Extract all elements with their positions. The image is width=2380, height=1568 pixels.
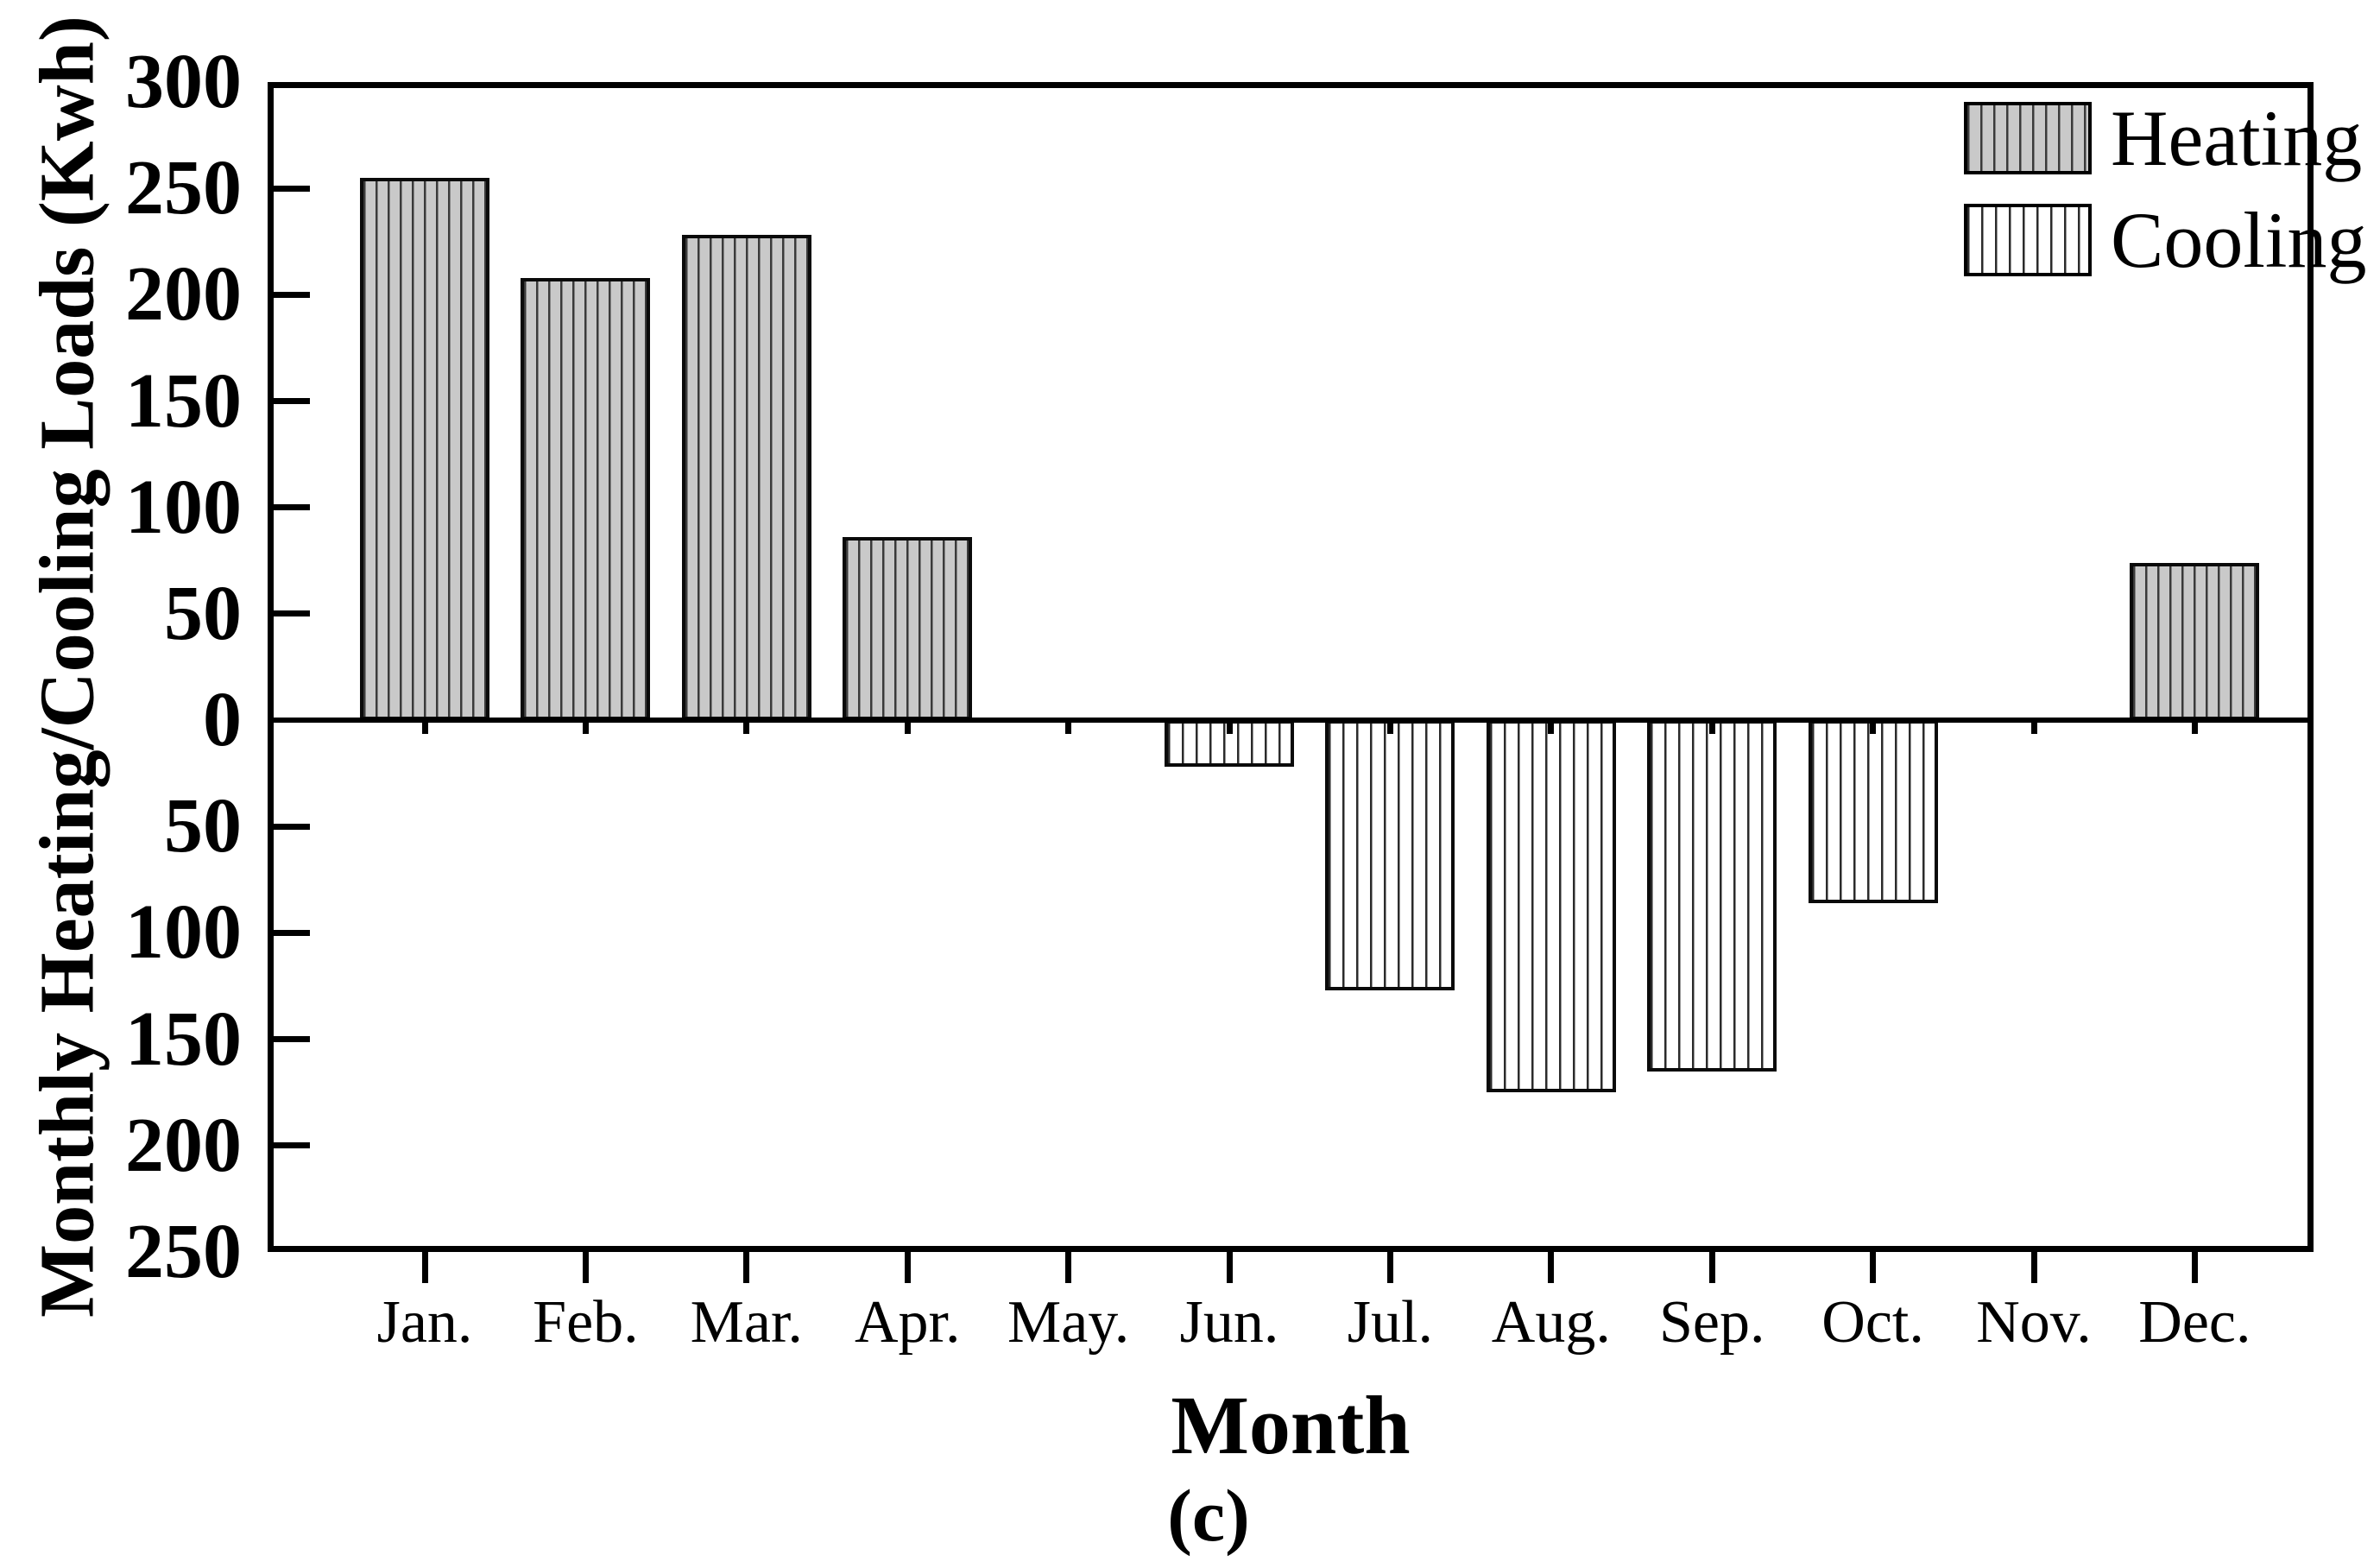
x-axis-tick xyxy=(421,1252,428,1283)
y-tick-label: 150 xyxy=(125,357,242,444)
x-tick-label-nov: Nov. xyxy=(1976,1289,2092,1356)
x-axis-tick xyxy=(1065,1252,1072,1283)
x-axis-tick xyxy=(1548,1252,1555,1283)
y-tick xyxy=(274,1142,310,1149)
bar-cooling-oct xyxy=(1808,720,1938,903)
y-tick-label: 100 xyxy=(125,464,242,550)
zero-axis-tick xyxy=(421,723,428,735)
bar-heating-jan xyxy=(360,177,489,721)
zero-axis-tick xyxy=(1708,723,1715,735)
legend-swatch-heating-icon xyxy=(1964,102,2092,174)
x-tick-label-aug: Aug. xyxy=(1491,1289,1611,1356)
zero-axis-tick xyxy=(582,723,589,735)
x-tick-label-mar: Mar. xyxy=(690,1289,803,1356)
y-tick-label: 250 xyxy=(125,145,242,231)
y-tick xyxy=(274,610,310,617)
y-tick-label: 0 xyxy=(203,677,242,763)
x-tick-label-jul: Jul. xyxy=(1347,1289,1433,1356)
x-tick-label-dec: Dec. xyxy=(2138,1289,2251,1356)
x-axis-tick xyxy=(743,1252,750,1283)
bar-heating-dec xyxy=(2130,562,2260,721)
zero-axis-tick xyxy=(1548,723,1555,735)
y-tick-label: 300 xyxy=(125,39,242,124)
bar-heating-mar xyxy=(681,235,811,721)
x-tick-label-may: May. xyxy=(1007,1289,1130,1356)
zero-axis-tick xyxy=(1870,723,1877,735)
y-tick-label: 200 xyxy=(125,1102,242,1188)
zero-axis-tick xyxy=(1065,723,1072,735)
x-axis-tick xyxy=(582,1252,589,1283)
legend-swatch-cooling-icon xyxy=(1964,204,2092,276)
y-tick-label: 200 xyxy=(125,251,242,338)
x-tick-label-apr: Apr. xyxy=(854,1289,961,1356)
legend-item-cooling: Cooling xyxy=(1964,200,2366,280)
y-tick-label: 100 xyxy=(125,889,242,976)
y-tick xyxy=(274,1036,310,1043)
x-axis-tick xyxy=(1870,1252,1877,1283)
y-tick xyxy=(274,929,310,936)
zero-axis-tick xyxy=(904,723,911,735)
x-tick-label-feb: Feb. xyxy=(533,1289,639,1356)
x-tick-label-jun: Jun. xyxy=(1179,1289,1279,1356)
zero-axis-tick xyxy=(1386,723,1393,735)
zero-axis-line xyxy=(268,718,2314,724)
y-tick-label: 50 xyxy=(164,570,242,656)
legend-item-heating: Heating xyxy=(1964,98,2366,178)
x-axis-tick xyxy=(1226,1252,1233,1283)
legend: Heating Cooling xyxy=(1964,98,2366,280)
x-axis-tick xyxy=(1386,1252,1393,1283)
x-axis-tick xyxy=(904,1252,911,1283)
y-tick xyxy=(274,291,310,298)
y-tick-label: 250 xyxy=(125,1209,242,1294)
x-tick-label-oct: Oct. xyxy=(1821,1289,1924,1356)
zero-axis-tick xyxy=(2191,723,2198,735)
x-axis-tick xyxy=(2030,1252,2037,1283)
y-tick xyxy=(274,504,310,511)
y-tick xyxy=(274,398,310,405)
x-tick-label-jan: Jan. xyxy=(376,1289,473,1356)
x-tick-label-sep: Sep. xyxy=(1658,1289,1765,1356)
legend-label-cooling: Cooling xyxy=(2111,196,2367,284)
y-tick-label: 150 xyxy=(125,996,242,1082)
x-axis-title: Month xyxy=(1171,1379,1411,1471)
y-tick xyxy=(274,823,310,830)
bar-cooling-jul xyxy=(1325,720,1455,990)
zero-axis-tick xyxy=(2030,723,2037,735)
bar-cooling-aug xyxy=(1486,720,1616,1093)
bar-heating-feb xyxy=(521,277,651,721)
legend-label-heating: Heating xyxy=(2111,94,2363,182)
zero-axis-tick xyxy=(743,723,750,735)
figure-caption: (c) xyxy=(1167,1474,1250,1557)
bar-heating-apr xyxy=(843,537,973,721)
zero-axis-tick xyxy=(1226,723,1233,735)
bar-cooling-sep xyxy=(1647,720,1777,1072)
y-tick xyxy=(274,185,310,192)
x-axis-tick xyxy=(1708,1252,1715,1283)
y-tick-label: 50 xyxy=(164,783,242,869)
x-axis-tick xyxy=(2191,1252,2198,1283)
